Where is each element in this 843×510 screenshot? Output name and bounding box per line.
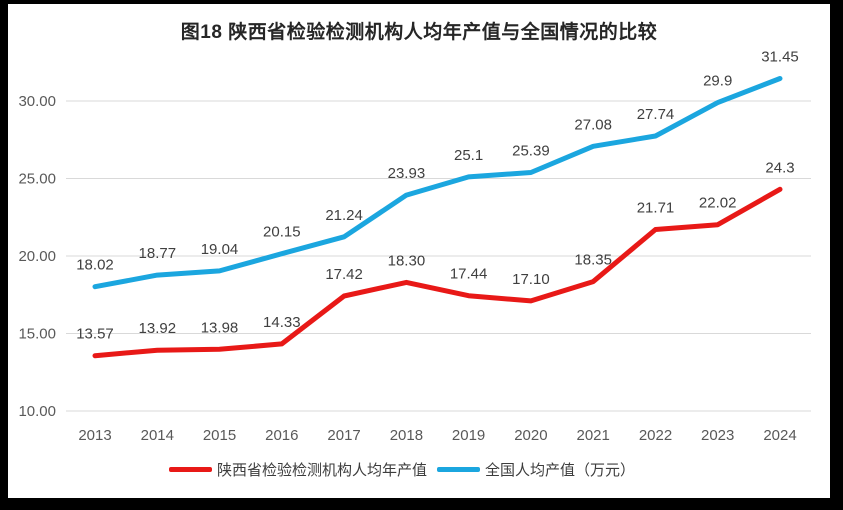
svg-text:14.33: 14.33 xyxy=(263,314,301,331)
legend-label-shaanxi: 陕西省检验检测机构人均年产值 xyxy=(216,462,427,479)
svg-text:13.98: 13.98 xyxy=(201,319,239,336)
svg-text:2024: 2024 xyxy=(763,427,796,444)
svg-text:25.00: 25.00 xyxy=(18,171,56,188)
chart-canvas: 图18 陕西省检验检测机构人均年产值与全国情况的比较 10.00 15.00 20.… xyxy=(8,4,830,498)
svg-text:18.30: 18.30 xyxy=(388,252,426,269)
svg-text:18.77: 18.77 xyxy=(139,245,177,262)
legend-item-shaanxi: 陕西省检验检测机构人均年产值 xyxy=(168,459,427,480)
svg-text:2018: 2018 xyxy=(390,427,423,444)
legend-label-national: 全国人均产值（万元） xyxy=(485,462,636,479)
red-line-swatch xyxy=(168,467,212,472)
svg-text:27.74: 27.74 xyxy=(637,106,675,123)
svg-text:2017: 2017 xyxy=(327,427,360,444)
svg-text:27.08: 27.08 xyxy=(574,116,612,133)
svg-text:2013: 2013 xyxy=(78,427,111,444)
svg-text:21.24: 21.24 xyxy=(325,207,363,224)
svg-text:19.04: 19.04 xyxy=(201,241,239,258)
svg-text:31.45: 31.45 xyxy=(761,49,799,66)
svg-text:10.00: 10.00 xyxy=(18,403,56,420)
svg-text:18.35: 18.35 xyxy=(574,252,612,269)
svg-text:30.00: 30.00 xyxy=(18,93,56,110)
svg-text:2021: 2021 xyxy=(577,427,610,444)
chart-title: 图18 陕西省检验检测机构人均年产值与全国情况的比较 xyxy=(180,22,658,43)
legend-item-national: 全国人均产值（万元） xyxy=(437,459,635,480)
svg-text:24.3: 24.3 xyxy=(765,159,794,176)
svg-text:22.02: 22.02 xyxy=(699,195,737,212)
svg-text:29.9: 29.9 xyxy=(703,73,732,90)
svg-text:2016: 2016 xyxy=(265,427,298,444)
svg-text:2022: 2022 xyxy=(639,427,672,444)
svg-text:18.02: 18.02 xyxy=(76,257,114,274)
svg-text:13.57: 13.57 xyxy=(76,326,114,343)
svg-text:2020: 2020 xyxy=(514,427,547,444)
chart-legend: 陕西省检验检测机构人均年产值 全国人均产值（万元） xyxy=(8,459,830,480)
blue-line-swatch xyxy=(437,467,480,472)
svg-text:2023: 2023 xyxy=(701,427,734,444)
svg-text:23.93: 23.93 xyxy=(388,165,426,182)
svg-text:21.71: 21.71 xyxy=(637,200,675,217)
svg-text:25.1: 25.1 xyxy=(454,147,483,164)
line-chart: 10.00 15.00 20.00 25.00 30.00 2013 2014 2015 201… xyxy=(18,49,811,444)
svg-text:2014: 2014 xyxy=(141,427,174,444)
svg-text:2015: 2015 xyxy=(203,427,236,444)
svg-text:17.10: 17.10 xyxy=(512,271,550,288)
svg-text:13.92: 13.92 xyxy=(139,320,177,337)
svg-text:17.42: 17.42 xyxy=(325,266,363,283)
svg-text:2019: 2019 xyxy=(452,427,485,444)
svg-text:17.44: 17.44 xyxy=(450,266,488,283)
svg-text:15.00: 15.00 xyxy=(18,326,56,343)
svg-text:25.39: 25.39 xyxy=(512,143,550,160)
svg-text:20.00: 20.00 xyxy=(18,248,56,265)
svg-text:20.15: 20.15 xyxy=(263,224,301,241)
